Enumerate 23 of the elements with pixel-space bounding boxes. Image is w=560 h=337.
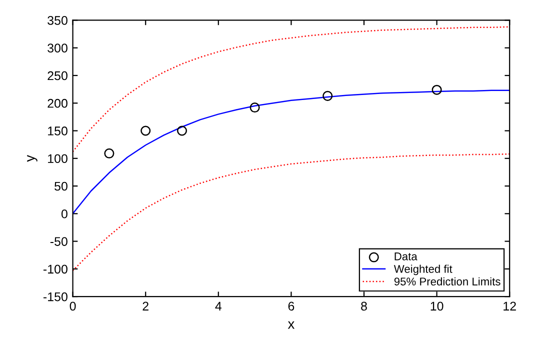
legend-label: 95% Prediction Limits: [394, 277, 500, 286]
y-tick-label: -100: [43, 264, 68, 274]
y-tick-label: 350: [48, 16, 68, 25]
y-tick-label: 300: [48, 44, 68, 53]
y-tick-label: -150: [43, 292, 68, 302]
y-tick-label: 150: [48, 126, 68, 136]
y-tick-label: 50: [54, 182, 68, 191]
y-tick-label: 250: [48, 71, 68, 80]
x-tick-label: 6: [288, 302, 294, 311]
x-axis-title: x: [288, 321, 295, 329]
y-axis-title: y: [27, 154, 38, 162]
legend-label: Weighted fit: [394, 264, 452, 276]
x-tick-label: 2: [142, 302, 148, 310]
x-tick-label: 8: [361, 302, 367, 311]
x-tick-label: 0: [70, 302, 76, 311]
legend-label: Data: [394, 252, 418, 260]
y-tick-label: -50: [50, 237, 68, 246]
y-tick-label: 0: [61, 209, 68, 218]
x-tick-label: 12: [504, 302, 516, 310]
y-tick-label: 100: [48, 154, 68, 164]
x-tick-label: 10: [430, 302, 444, 311]
y-tick-label: 200: [48, 98, 68, 108]
x-tick-label: 4: [215, 302, 222, 310]
